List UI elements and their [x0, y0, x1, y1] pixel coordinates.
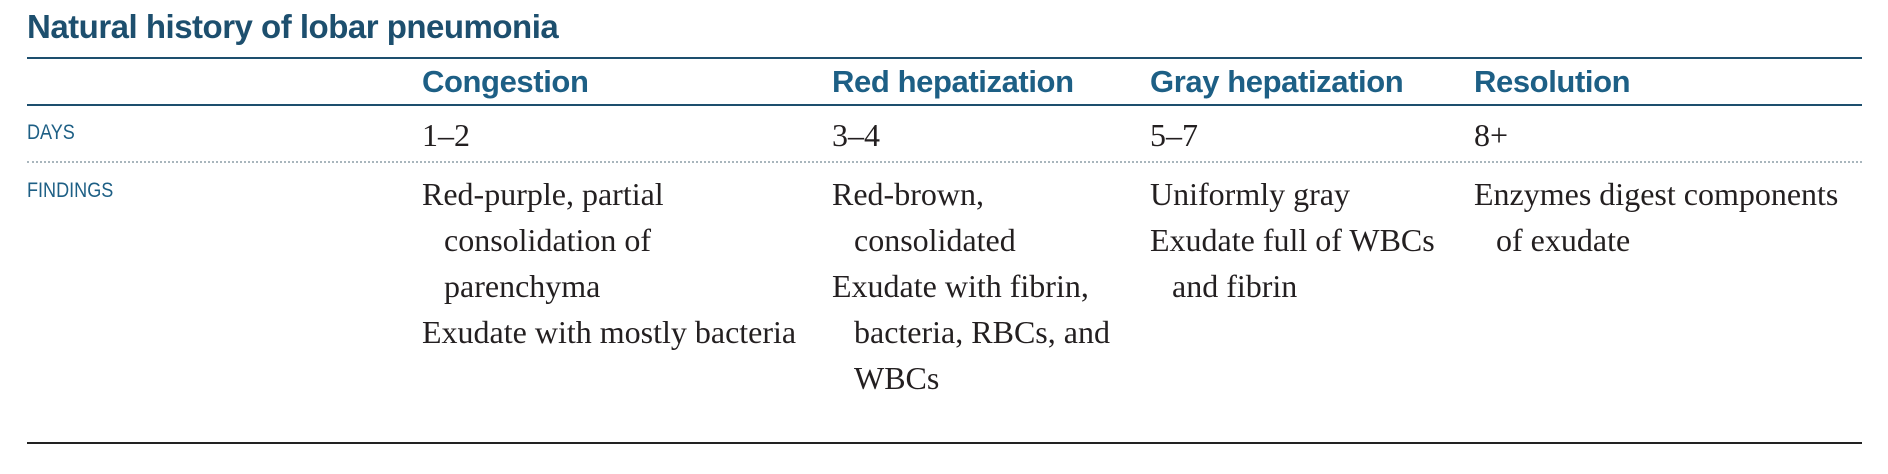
findings-red-hepatization: Red-brown, consolidated Exudate with fib…: [832, 171, 1142, 401]
days-congestion: 1–2: [422, 117, 470, 153]
column-header-congestion: Congestion: [422, 64, 589, 99]
days-resolution: 8+: [1474, 117, 1509, 153]
bottom-rule: [27, 442, 1862, 444]
table-title: Natural history of lobar pneumonia: [27, 8, 559, 45]
title-rule: [27, 57, 1862, 59]
finding-item: Uniformly gray: [1150, 176, 1350, 212]
row-divider: [27, 161, 1862, 163]
column-header-gray-hepatization: Gray hepatization: [1150, 64, 1404, 99]
finding-item: Exudate full of WBCs and fibrin: [1150, 222, 1435, 304]
finding-item: Red-purple, partial consolidation of par…: [422, 176, 664, 304]
column-header-red-hepatization: Red hepatization: [832, 64, 1074, 99]
finding-item: Enzymes digest components of exudate: [1474, 176, 1839, 258]
finding-item: Exudate with mostly bacteria: [422, 314, 797, 350]
findings-congestion: Red-purple, partial consolidation of par…: [422, 171, 812, 355]
findings-resolution: Enzymes digest components of exudate: [1474, 171, 1864, 263]
header-rule: [27, 104, 1862, 106]
finding-item: Red-brown, consolidated: [832, 176, 1016, 258]
days-red-hepatization: 3–4: [832, 117, 880, 153]
days-gray-hepatization: 5–7: [1150, 117, 1198, 153]
row-label-findings: FINDINGS: [27, 179, 114, 202]
column-header-resolution: Resolution: [1474, 64, 1631, 99]
findings-gray-hepatization: Uniformly gray Exudate full of WBCs and …: [1150, 171, 1465, 309]
row-label-days: DAYS: [27, 121, 75, 144]
finding-item: Exudate with fibrin, bacteria, RBCs, and…: [832, 268, 1110, 396]
